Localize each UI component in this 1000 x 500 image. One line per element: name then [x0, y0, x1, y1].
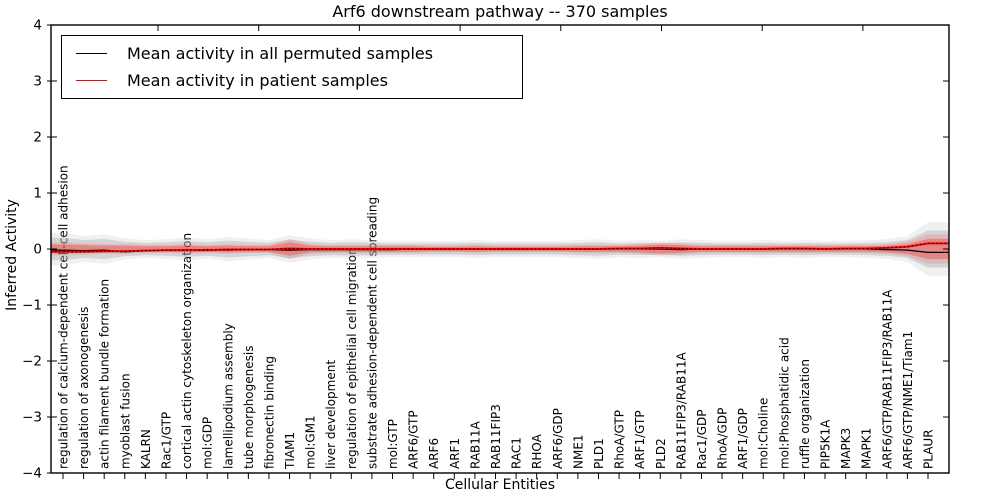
x-tick-label: regulation of calcium-dependent cell-cel… [57, 165, 71, 469]
x-tick-label: PLD2 [654, 438, 668, 469]
x-tick-label: myoblast fusion [118, 373, 132, 469]
y-tick-label: 3 [33, 74, 42, 90]
x-tick-label: ARF6 [427, 438, 441, 469]
x-tick-label: RhoA/GTP [613, 410, 627, 469]
y-tick-label: −3 [22, 410, 42, 426]
x-tick-label: MAPK1 [860, 428, 874, 469]
x-tick-label: ARF6/GTP/RAB11FIP3/RAB11A [880, 289, 894, 469]
x-tick-label: PLD1 [592, 438, 606, 469]
x-tick-label: liver development [324, 360, 338, 469]
y-tick-label: 0 [33, 242, 42, 258]
x-tick-label: regulation of axonogenesis [77, 307, 91, 469]
y-tick-label: −4 [22, 466, 42, 482]
x-tick-label: Rac1/GDP [695, 410, 709, 469]
x-tick-label: regulation of epithelial cell migration [345, 247, 359, 469]
legend-line-swatch-red [76, 80, 107, 81]
legend-item-permuted: Mean activity in all permuted samples [62, 44, 522, 63]
series-lines-group [51, 242, 949, 254]
x-tick-label: TIAM1 [283, 432, 297, 470]
x-tick-label: mol:GTP [386, 419, 400, 469]
legend-item-label: Mean activity in patient samples [127, 71, 388, 90]
x-tick-label: tube morphogenesis [242, 346, 256, 469]
x-tick-label: ARF1/GDP [736, 408, 750, 469]
x-tick-label: lamellipodium assembly [221, 323, 235, 469]
y-tick-label: 4 [33, 18, 42, 34]
x-tick-label: mol:Phosphatidic acid [777, 337, 791, 469]
x-tick-label: mol:GDP [201, 417, 215, 469]
x-tick-label: ARF1 [448, 438, 462, 469]
x-tick-label: RAB11A [468, 420, 482, 469]
y-tick-label: −1 [22, 298, 42, 314]
x-tick-label: RHOA [530, 433, 544, 469]
x-axis-label: Cellular Entities [444, 477, 556, 493]
x-tick-label: ARF6/GDP [551, 408, 565, 469]
x-tick-label: RAB11FIP3 [489, 404, 503, 469]
x-tick-label: RhoA/GDP [716, 408, 730, 469]
line-patient-dotted-overlay [51, 242, 949, 253]
y-tick-label: 1 [33, 186, 42, 202]
x-tick-label: RAC1 [510, 437, 524, 469]
x-tick-label: NME1 [571, 434, 585, 469]
legend-item-patient: Mean activity in patient samples [62, 71, 522, 90]
x-tick-label: cortical actin cytoskeleton organization [180, 233, 194, 469]
x-tick-label: substrate adhesion-dependent cell spread… [365, 197, 379, 469]
x-tick-label: mol:Choline [757, 398, 771, 469]
chart-title: Arf6 downstream pathway -- 370 samples [332, 2, 668, 21]
x-tick-label: ARF6/GTP [407, 410, 421, 469]
legend-item-label: Mean activity in all permuted samples [127, 44, 434, 63]
legend-line-swatch-black [76, 53, 107, 54]
x-tick-label: ARF6/GTP/NME1/Tiam1 [901, 331, 915, 469]
x-tick-label: KALRN [139, 429, 153, 469]
x-tick-labels-group: regulation of calcium-dependent cell-cel… [57, 165, 936, 470]
x-tick-label: ARF1/GTP [633, 410, 647, 469]
y-tick-label: 2 [33, 130, 42, 146]
x-tick-label: Rac1/GTP [159, 412, 173, 469]
plot-frame-and-ticks-group [47, 24, 950, 479]
x-tick-label: ruffle organization [798, 359, 812, 469]
x-tick-label: fibronectin binding [262, 356, 276, 469]
x-tick-label: MAPK3 [839, 428, 853, 469]
legend: Mean activity in all permuted samples Me… [61, 35, 523, 99]
x-tick-label: actin filament bundle formation [98, 279, 112, 469]
x-tick-label: RAB11FIP3/RAB11A [674, 352, 688, 469]
x-tick-label: PLAUR [922, 429, 936, 469]
x-tick-label: mol:GM1 [304, 415, 318, 469]
x-tick-label: PIP5K1A [819, 419, 833, 469]
y-tick-label: −2 [22, 354, 42, 370]
y-tick-labels-group: 4 3 2 1 0 −1 −2 −3 −4 [22, 18, 42, 482]
